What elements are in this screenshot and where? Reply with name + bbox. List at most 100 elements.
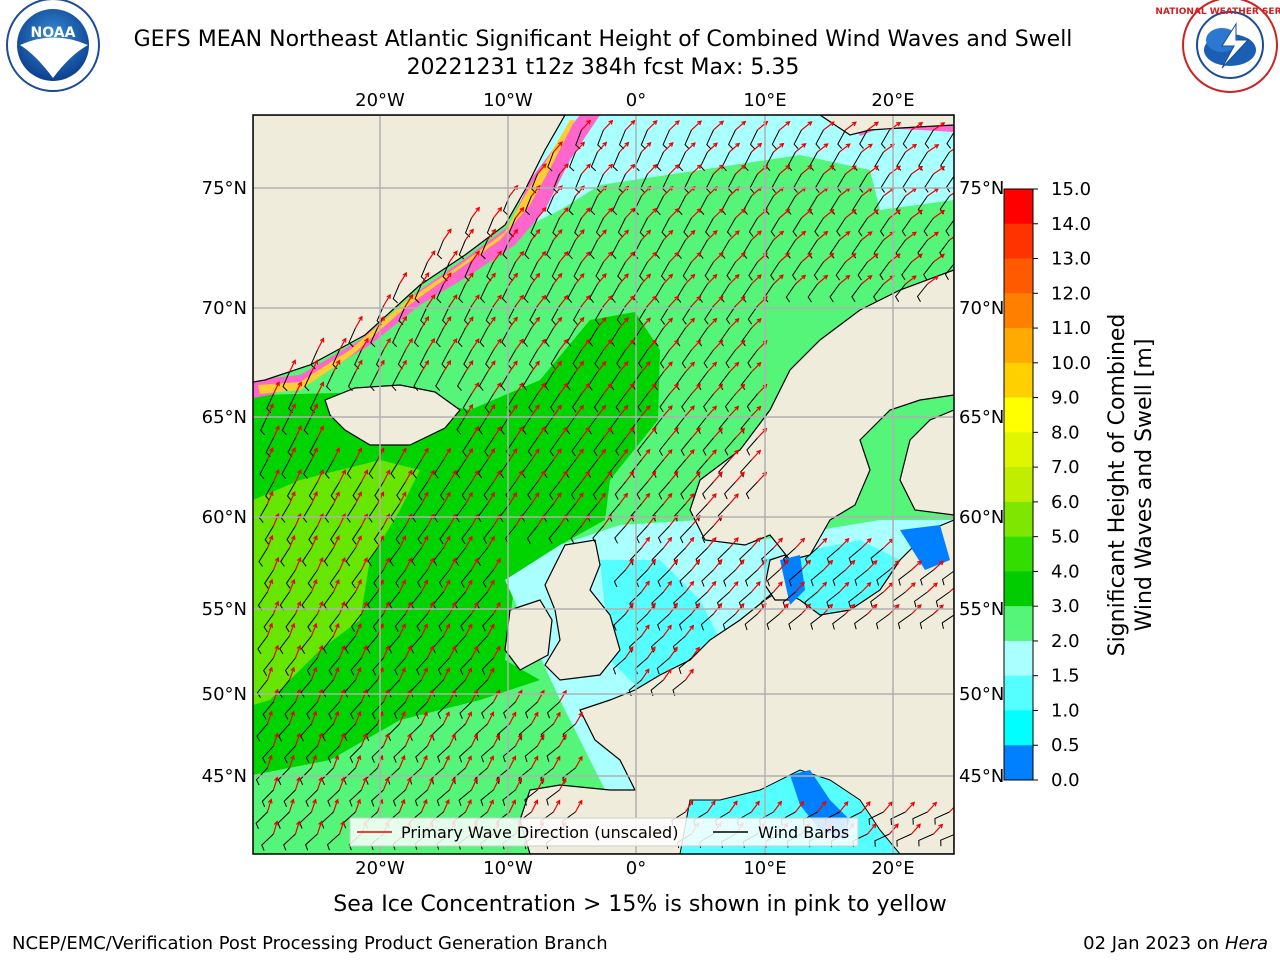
wave-direction-arrow [795, 538, 805, 549]
wind-barb [349, 701, 362, 720]
wave-direction-arrow [751, 537, 761, 549]
wave-direction-arrowhead [851, 253, 857, 258]
wave-direction-arrowhead [357, 622, 362, 629]
wind-barb [656, 151, 664, 172]
wave-direction-arrow [707, 362, 717, 373]
wind-barb [480, 239, 488, 260]
wave-direction-arrowhead [295, 820, 301, 826]
wave-direction-arrowhead [580, 141, 586, 147]
colorbar-segment [1004, 432, 1033, 468]
wave-direction-arrowhead [274, 644, 280, 650]
wave-direction-arrow [684, 581, 694, 593]
wave-direction-arrowhead [541, 294, 547, 300]
wave-direction-arrow [773, 187, 784, 197]
wave-direction-arrow [442, 799, 450, 813]
wave-direction-arrow [294, 777, 301, 791]
lon-tick-bottom: 10°W [483, 858, 533, 879]
lat-tick-right: 55°N [959, 599, 1004, 620]
colorbar-label: Significant Height of Combined Wind Wave… [1105, 314, 1157, 657]
wind-barb [461, 525, 472, 545]
wave-direction-arrow [272, 425, 280, 439]
wave-direction-arrow [580, 339, 590, 351]
wave-direction-arrow [641, 142, 652, 153]
wave-direction-arrow [684, 493, 695, 505]
wind-barb [704, 261, 714, 281]
wave-direction-arrow [558, 778, 567, 791]
wind-barb [552, 217, 560, 238]
wave-direction-arrow [514, 251, 524, 263]
wind-barb [724, 393, 736, 412]
wave-direction-arrow [823, 209, 834, 219]
wave-direction-arrow [288, 667, 295, 681]
wave-direction-arrowhead [585, 338, 591, 344]
wind-barb [286, 481, 296, 501]
wave-direction-arrowhead [452, 338, 458, 344]
wave-direction-arrowhead [539, 777, 545, 783]
wave-direction-arrow [845, 121, 857, 131]
wave-direction-arrow [669, 339, 679, 351]
noaa-logo-text: NOAA [31, 25, 76, 41]
wave-direction-arrowhead [741, 120, 747, 126]
wave-direction-arrowhead [318, 732, 324, 738]
wave-direction-arrowhead [407, 732, 412, 739]
wave-direction-arrowhead [585, 470, 590, 476]
wind-barb [874, 151, 884, 171]
wind-barb [551, 305, 560, 325]
wave-direction-arrow [398, 360, 407, 373]
wind-barb [370, 327, 378, 348]
wave-direction-arrow [310, 404, 318, 417]
wave-direction-arrow [927, 802, 937, 813]
wind-barb [261, 789, 274, 808]
wave-direction-arrow [332, 492, 340, 505]
wave-direction-arrow [426, 338, 435, 351]
wind-barb [350, 657, 362, 676]
wave-direction-arrow [662, 537, 672, 549]
lat-tick-right: 75°N [959, 178, 1004, 199]
wave-direction-arrowhead [475, 250, 480, 256]
wave-direction-arrowhead [563, 250, 569, 257]
wave-direction-arrow [442, 448, 451, 461]
wind-barb [526, 525, 538, 544]
wave-direction-arrowhead [756, 537, 761, 543]
wave-direction-arrow [883, 582, 894, 593]
wave-direction-arrowhead [468, 403, 474, 410]
wave-direction-arrowhead [712, 273, 718, 279]
wind-barb [327, 745, 340, 764]
wave-direction-arrow [713, 208, 724, 219]
wave-direction-arrowhead [578, 711, 583, 717]
wave-direction-arrow [316, 557, 324, 571]
wave-direction-arrow [464, 229, 474, 241]
wave-direction-arrowhead [313, 578, 318, 585]
wind-barb [462, 437, 472, 457]
wave-direction-arrow [464, 536, 473, 549]
wave-direction-arrow [867, 121, 879, 131]
wave-direction-arrowhead [673, 470, 679, 477]
wind-barb [848, 547, 862, 565]
wave-direction-arrowhead [673, 602, 678, 608]
wave-direction-arrowhead [297, 381, 302, 387]
wave-direction-arrow [536, 778, 545, 791]
colorbar-segment [1004, 710, 1033, 746]
wave-direction-arrow [508, 756, 516, 769]
wind-barb [350, 613, 362, 632]
wave-direction-arrow [404, 338, 413, 351]
wave-direction-arrowhead [608, 163, 614, 169]
wave-direction-arrowhead [712, 449, 717, 455]
wave-direction-arrowhead [844, 537, 850, 543]
wave-direction-arrow [624, 383, 635, 395]
wind-barb [873, 283, 884, 303]
wave-direction-arrowhead [651, 602, 656, 608]
wave-direction-arrowhead [385, 688, 390, 695]
wind-barb [593, 437, 604, 457]
wave-direction-arrowhead [601, 448, 607, 454]
wave-direction-arrow [558, 251, 569, 263]
wave-direction-arrow [266, 491, 274, 505]
wave-direction-arrowhead [318, 644, 324, 650]
wave-direction-arrow [750, 581, 761, 593]
wave-direction-arrowhead [490, 491, 495, 497]
wave-direction-arrow [398, 580, 406, 593]
wave-direction-arrow [823, 165, 834, 175]
wave-direction-arrowhead [467, 667, 473, 673]
wave-direction-arrowhead [318, 688, 324, 694]
wave-direction-arrowhead [496, 557, 501, 563]
